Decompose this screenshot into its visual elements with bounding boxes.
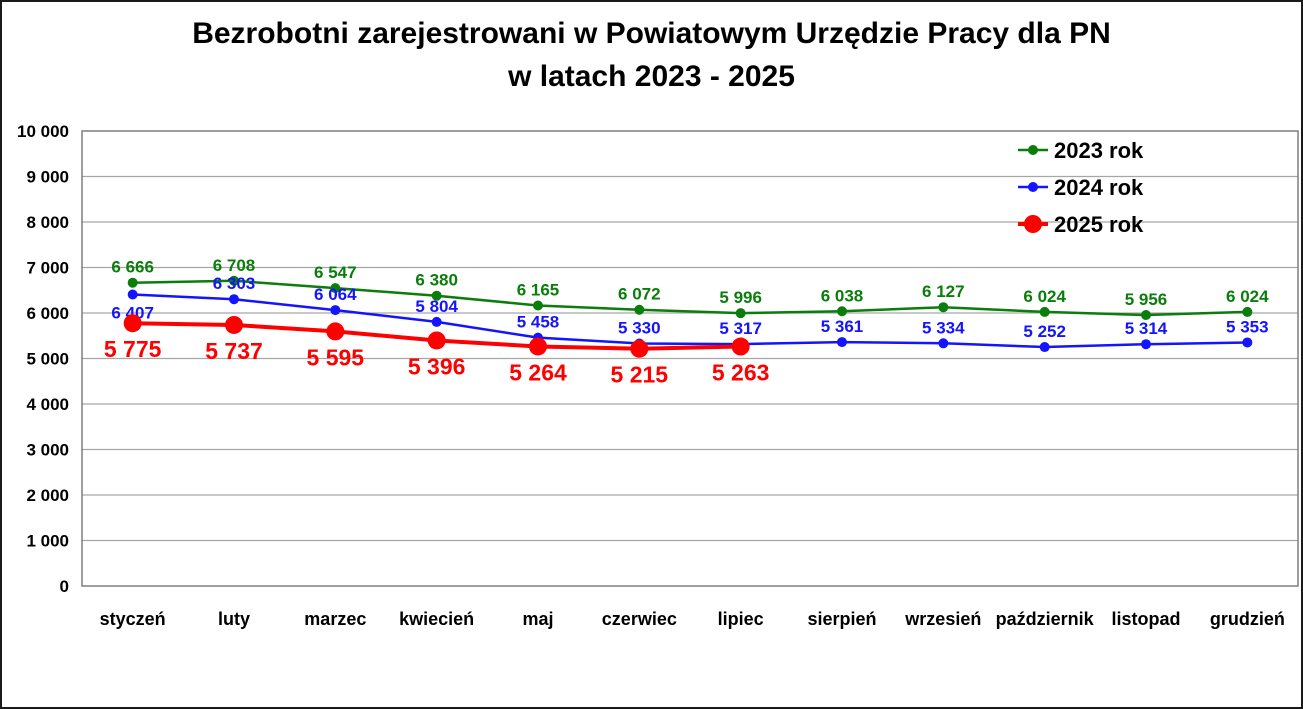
data-label-2024-rok: 5 330: [618, 318, 661, 337]
data-label-2023-rok: 5 956: [1125, 290, 1168, 309]
series-marker-2023-rok: [1141, 310, 1151, 321]
data-label-2024-rok: 6 407: [111, 303, 154, 322]
data-label-2024-rok: 5 458: [517, 313, 560, 332]
series-marker-2023-rok: [735, 308, 746, 319]
data-label-2025-rok: 5 396: [408, 353, 466, 379]
y-axis-tick-label: 5 000: [26, 350, 69, 369]
chart-title: Bezrobotni zarejestrowani w Powiatowym U…: [2, 12, 1301, 98]
series-marker-2024-rok: [330, 305, 341, 316]
series-marker-2023-rok: [837, 306, 847, 317]
data-label-2025-rok: 5 264: [509, 359, 567, 385]
series-marker-2023-rok: [533, 300, 543, 311]
data-label-2023-rok: 6 127: [922, 282, 965, 301]
y-axis-tick-label: 7 000: [26, 259, 69, 278]
series-marker-2023-rok: [431, 290, 442, 301]
data-label-2023-rok: 6 708: [213, 256, 256, 275]
plot-area-border: [81, 130, 1299, 587]
series-line-2024-rok: [131, 293, 1249, 349]
legend-marker-2024-rok: [1028, 182, 1038, 192]
series-marker-2023-rok: [1039, 306, 1050, 317]
data-label-2024-rok: 6 064: [314, 285, 357, 304]
data-label-2025-rok: 5 263: [712, 360, 770, 386]
x-axis-category-label: luty: [218, 609, 250, 629]
legend-marker-2025-rok: [1024, 215, 1042, 233]
data-label-2024-rok: 5 361: [821, 317, 864, 336]
series-marker-2024-rok: [938, 338, 949, 349]
x-axis-category-label: kwiecień: [399, 609, 474, 629]
x-axis-category-label: marzec: [304, 609, 366, 629]
data-label-2025-rok: 5 215: [611, 362, 669, 388]
data-label-2023-rok: 6 547: [314, 263, 357, 282]
x-axis-category-label: czerwiec: [602, 609, 677, 629]
series-marker-2023-rok: [127, 277, 138, 288]
series-marker-2023-rok: [634, 304, 645, 315]
series-marker-2024-rok: [1039, 342, 1050, 353]
series-marker-2024-rok: [1141, 339, 1151, 350]
series-marker-2024-rok: [431, 316, 442, 327]
series-marker-2024-rok: [229, 294, 239, 305]
series-marker-2025-rok: [630, 339, 649, 358]
series-line-2023-rok: [131, 279, 1249, 317]
data-label-2023-rok: 6 165: [517, 280, 560, 299]
data-label-2024-rok: 5 353: [1226, 317, 1269, 336]
legend-marker-2023-rok: [1028, 145, 1038, 155]
series-marker-2023-rok: [229, 275, 239, 286]
series-marker-2023-rok: [938, 302, 949, 313]
series-marker-2025-rok: [529, 337, 547, 356]
data-label-2023-rok: 6 072: [618, 285, 661, 304]
x-axis-category-label: październik: [996, 609, 1095, 629]
series-marker-2024-rok: [837, 337, 847, 348]
y-axis-tick-label: 8 000: [26, 213, 69, 232]
x-axis-category-label: lipiec: [718, 609, 764, 629]
chart-title-line2: w latach 2023 - 2025: [508, 60, 795, 93]
series-marker-2025-rok: [326, 322, 345, 341]
x-axis-category-label: grudzień: [1210, 609, 1285, 629]
data-label-2023-rok: 6 666: [111, 258, 154, 277]
data-label-2024-rok: 5 314: [1125, 319, 1168, 338]
y-axis-tick-label: 1 000: [26, 532, 69, 551]
x-axis-category-label: listopad: [1111, 609, 1180, 629]
data-label-2024-rok: 5 317: [719, 319, 762, 338]
series-marker-2025-rok: [427, 331, 446, 350]
series-marker-2024-rok: [127, 289, 138, 300]
y-axis-tick-label: 10 000: [17, 122, 69, 141]
y-axis-tick-label: 9 000: [26, 168, 69, 187]
y-axis-tick-label: 0: [60, 577, 69, 596]
data-label-2024-rok: 6 303: [213, 274, 256, 293]
data-label-2025-rok: 5 737: [205, 338, 263, 364]
legend-label-2023-rok: 2023 rok: [1054, 138, 1144, 163]
data-label-2023-rok: 6 024: [1023, 287, 1066, 306]
legend-label-2024-rok: 2024 rok: [1054, 175, 1144, 200]
data-label-2024-rok: 5 334: [922, 318, 965, 337]
x-axis-category-label: sierpień: [807, 609, 876, 629]
data-label-2023-rok: 6 024: [1226, 287, 1269, 306]
y-axis-tick-label: 4 000: [26, 395, 69, 414]
x-axis-category-label: styczeń: [100, 609, 166, 629]
x-axis-category-label: wrzesień: [904, 609, 981, 629]
data-label-2023-rok: 6 038: [821, 286, 864, 305]
y-axis-tick-label: 3 000: [26, 441, 69, 460]
series-marker-2023-rok: [330, 283, 341, 294]
data-label-2024-rok: 5 804: [415, 297, 458, 316]
series-marker-2025-rok: [123, 314, 142, 333]
data-label-2023-rok: 6 380: [415, 271, 458, 290]
y-axis-tick-label: 6 000: [26, 304, 69, 323]
chart-title-line1: Bezrobotni zarejestrowani w Powiatowym U…: [192, 17, 1111, 50]
data-label-2024-rok: 5 252: [1023, 322, 1066, 341]
series-marker-2023-rok: [1242, 306, 1253, 317]
data-label-2025-rok: 5 595: [307, 344, 365, 370]
x-axis-category-label: maj: [522, 609, 553, 629]
y-axis-tick-label: 2 000: [26, 486, 69, 505]
series-marker-2025-rok: [731, 337, 750, 356]
data-label-2025-rok: 5 775: [104, 336, 162, 362]
legend-label-2025-rok: 2025 rok: [1054, 212, 1144, 237]
data-label-2023-rok: 5 996: [719, 288, 762, 307]
series-marker-2025-rok: [225, 315, 243, 334]
series-marker-2024-rok: [1242, 337, 1253, 348]
